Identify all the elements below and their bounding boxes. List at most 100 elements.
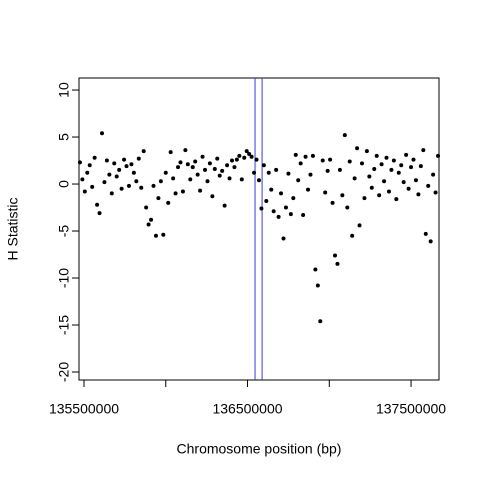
point <box>171 176 176 181</box>
point <box>126 183 131 188</box>
point <box>335 261 340 266</box>
point <box>298 161 303 166</box>
point <box>149 217 154 222</box>
point <box>364 149 369 154</box>
point <box>95 202 100 207</box>
point <box>345 205 350 210</box>
point <box>313 267 318 272</box>
point <box>122 157 127 162</box>
point <box>247 151 252 156</box>
point <box>242 155 247 160</box>
point <box>90 184 95 189</box>
point <box>212 166 217 171</box>
point <box>367 174 372 179</box>
point <box>337 167 342 172</box>
point <box>141 149 146 154</box>
point <box>372 166 377 171</box>
point <box>379 162 384 167</box>
point <box>283 205 288 210</box>
point <box>163 170 168 175</box>
point <box>80 177 85 182</box>
point <box>185 162 190 167</box>
point <box>158 179 163 184</box>
point <box>266 170 271 175</box>
point <box>193 159 198 164</box>
point <box>409 165 414 170</box>
point <box>188 177 193 182</box>
point <box>112 161 117 166</box>
point <box>330 200 335 205</box>
point <box>173 191 178 196</box>
point <box>134 179 139 184</box>
point <box>413 178 418 183</box>
point <box>347 159 352 164</box>
point <box>333 253 338 258</box>
point <box>426 183 431 188</box>
point <box>129 162 134 167</box>
point <box>269 187 274 192</box>
point <box>190 165 195 170</box>
point <box>114 174 119 179</box>
y-tick-label: 10 <box>56 82 72 98</box>
point <box>357 223 362 228</box>
point <box>104 158 109 163</box>
point <box>389 167 394 172</box>
point <box>377 193 382 198</box>
point <box>318 319 323 324</box>
point <box>139 185 144 190</box>
point <box>396 170 401 175</box>
plot-box <box>78 77 440 381</box>
point <box>87 163 92 168</box>
point <box>271 209 276 214</box>
point <box>203 167 208 172</box>
point <box>342 133 347 138</box>
point <box>136 156 141 161</box>
point <box>222 203 227 208</box>
point <box>374 153 379 158</box>
point <box>261 163 266 168</box>
point <box>117 167 122 172</box>
point <box>99 131 104 136</box>
point <box>421 148 426 153</box>
point <box>119 186 124 191</box>
point <box>355 146 360 151</box>
point <box>252 170 257 175</box>
point <box>288 212 293 217</box>
point <box>256 178 261 183</box>
point <box>254 157 259 162</box>
point <box>156 196 161 201</box>
point <box>308 172 313 177</box>
point <box>296 178 301 183</box>
y-tick-label: 0 <box>56 180 72 188</box>
point <box>281 236 286 241</box>
point <box>217 173 222 178</box>
point <box>315 283 320 288</box>
point <box>225 163 230 168</box>
point <box>102 180 107 185</box>
point <box>306 187 311 192</box>
point <box>200 154 205 159</box>
point <box>146 222 151 227</box>
point <box>77 160 82 165</box>
point <box>97 211 102 216</box>
point <box>293 152 298 157</box>
point <box>279 191 284 196</box>
point <box>391 158 396 163</box>
point <box>276 214 281 219</box>
point <box>195 172 200 177</box>
point <box>166 200 171 205</box>
point <box>323 190 328 195</box>
x-tick-label: 136500000 <box>212 401 282 417</box>
point <box>401 180 406 185</box>
point <box>207 161 212 166</box>
point <box>109 191 114 196</box>
point <box>198 188 203 193</box>
point <box>423 231 428 236</box>
point <box>303 154 308 159</box>
point <box>92 155 97 160</box>
point <box>178 160 183 165</box>
point <box>382 179 387 184</box>
point <box>161 232 166 237</box>
